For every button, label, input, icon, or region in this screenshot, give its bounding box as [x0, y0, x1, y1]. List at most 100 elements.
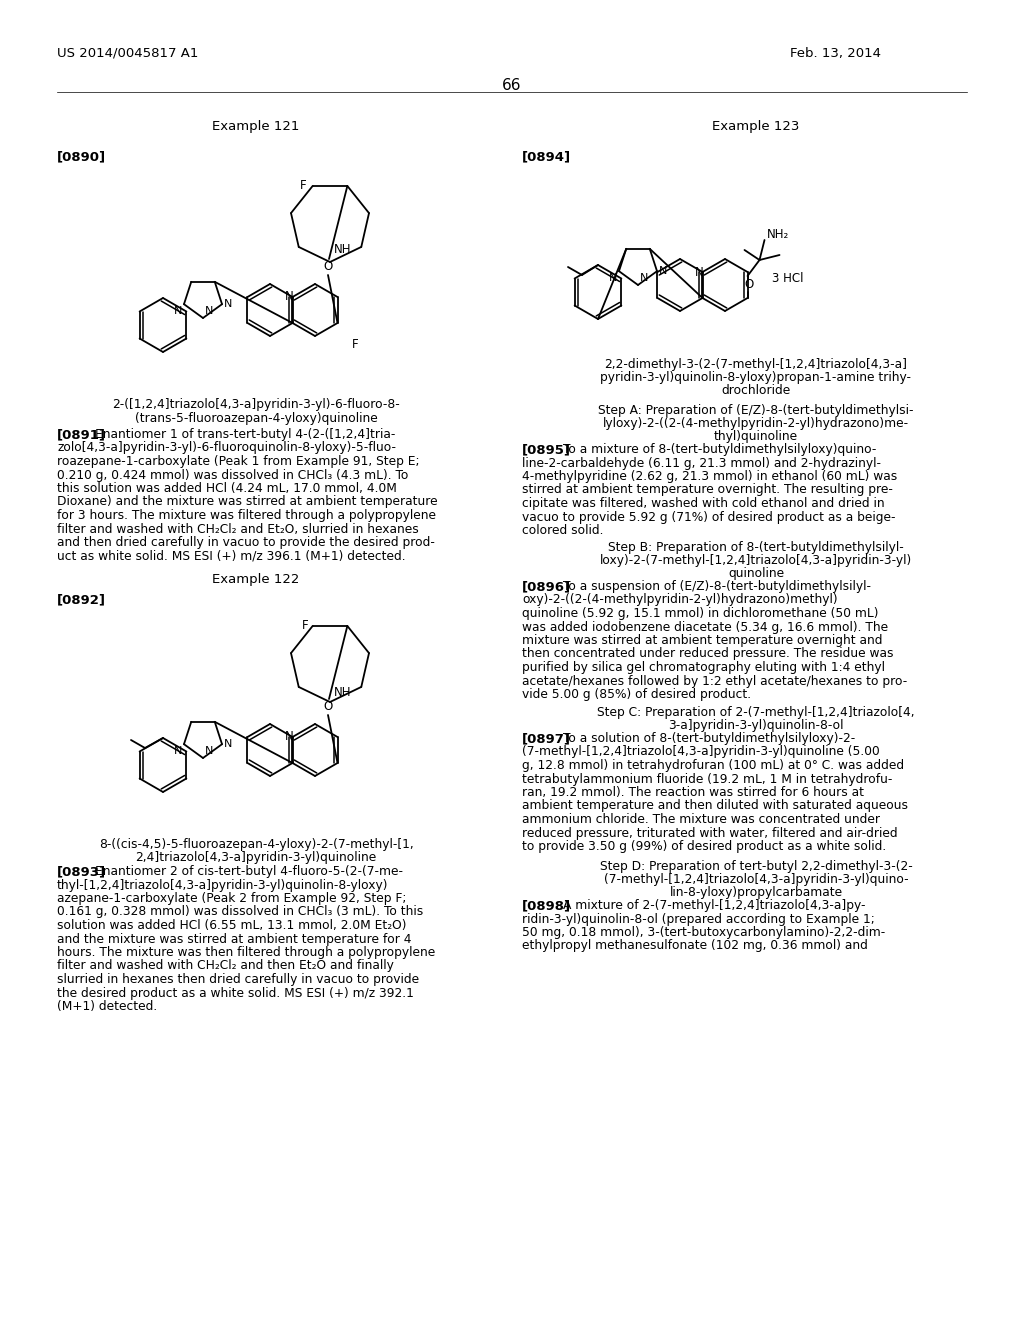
Text: NH: NH	[334, 686, 351, 700]
Text: 3 HCl: 3 HCl	[772, 272, 804, 285]
Text: N: N	[224, 739, 232, 750]
Text: N: N	[285, 730, 293, 743]
Text: 2,4]triazolo[4,3-a]pyridin-3-yl)quinoline: 2,4]triazolo[4,3-a]pyridin-3-yl)quinolin…	[135, 851, 377, 865]
Text: To a mixture of 8-(tert-butyldimethylsilyloxy)quino-: To a mixture of 8-(tert-butyldimethylsil…	[563, 444, 877, 455]
Text: [0898]: [0898]	[522, 899, 571, 912]
Text: O: O	[324, 260, 333, 273]
Text: Example 123: Example 123	[713, 120, 800, 133]
Text: ran, 19.2 mmol). The reaction was stirred for 6 hours at: ran, 19.2 mmol). The reaction was stirre…	[522, 785, 864, 799]
Text: N: N	[608, 273, 617, 284]
Text: tetrabutylammonium fluoride (19.2 mL, 1 M in tetrahydrofu-: tetrabutylammonium fluoride (19.2 mL, 1 …	[522, 772, 892, 785]
Text: colored solid.: colored solid.	[522, 524, 603, 537]
Text: quinoline: quinoline	[728, 568, 784, 579]
Text: 2,2-dimethyl-3-(2-(7-methyl-[1,2,4]triazolo[4,3-a]: 2,2-dimethyl-3-(2-(7-methyl-[1,2,4]triaz…	[604, 358, 907, 371]
Text: azepane-1-carboxylate (Peak 2 from Example 92, Step F;: azepane-1-carboxylate (Peak 2 from Examp…	[57, 892, 407, 906]
Text: (7-methyl-[1,2,4]triazolo[4,3-a]pyridin-3-yl)quinoline (5.00: (7-methyl-[1,2,4]triazolo[4,3-a]pyridin-…	[522, 746, 880, 759]
Text: (M+1) detected.: (M+1) detected.	[57, 1001, 158, 1012]
Text: Step A: Preparation of (E/Z)-8-(tert-butyldimethylsi-: Step A: Preparation of (E/Z)-8-(tert-but…	[598, 404, 913, 417]
Text: Dioxane) and the mixture was stirred at ambient temperature: Dioxane) and the mixture was stirred at …	[57, 495, 437, 508]
Text: lyloxy)-2-((2-(4-methylpyridin-2-yl)hydrazono)me-: lyloxy)-2-((2-(4-methylpyridin-2-yl)hydr…	[603, 417, 909, 430]
Text: N: N	[640, 273, 648, 282]
Text: filter and washed with CH₂Cl₂ and then Et₂O and finally: filter and washed with CH₂Cl₂ and then E…	[57, 960, 394, 973]
Text: cipitate was filtered, washed with cold ethanol and dried in: cipitate was filtered, washed with cold …	[522, 498, 885, 510]
Text: Example 121: Example 121	[212, 120, 300, 133]
Text: F: F	[300, 180, 306, 193]
Text: drochloride: drochloride	[721, 384, 791, 397]
Text: F: F	[302, 619, 308, 632]
Text: Enantiomer 2 of cis-tert-butyl 4-fluoro-5-(2-(7-me-: Enantiomer 2 of cis-tert-butyl 4-fluoro-…	[95, 865, 403, 878]
Text: thyl)quinoline: thyl)quinoline	[714, 430, 798, 444]
Text: was added iodobenzene diacetate (5.34 g, 16.6 mmol). The: was added iodobenzene diacetate (5.34 g,…	[522, 620, 888, 634]
Text: and then dried carefully in vacuo to provide the desired prod-: and then dried carefully in vacuo to pro…	[57, 536, 435, 549]
Text: and the mixture was stirred at ambient temperature for 4: and the mixture was stirred at ambient t…	[57, 932, 412, 945]
Text: [0895]: [0895]	[522, 444, 571, 455]
Text: N: N	[174, 306, 182, 317]
Text: F: F	[352, 338, 358, 351]
Text: [0897]: [0897]	[522, 733, 571, 744]
Text: [0892]: [0892]	[57, 593, 106, 606]
Text: lin-8-yloxy)propylcarbamate: lin-8-yloxy)propylcarbamate	[670, 886, 843, 899]
Text: g, 12.8 mmol) in tetrahydrofuran (100 mL) at 0° C. was added: g, 12.8 mmol) in tetrahydrofuran (100 mL…	[522, 759, 904, 772]
Text: zolo[4,3-a]pyridin-3-yl)-6-fluoroquinolin-8-yloxy)-5-fluo-: zolo[4,3-a]pyridin-3-yl)-6-fluoroquinoli…	[57, 441, 396, 454]
Text: loxy)-2-(7-methyl-[1,2,4]triazolo[4,3-a]pyridin-3-yl): loxy)-2-(7-methyl-[1,2,4]triazolo[4,3-a]…	[600, 554, 912, 568]
Text: ambient temperature and then diluted with saturated aqueous: ambient temperature and then diluted wit…	[522, 800, 908, 813]
Text: roazepane-1-carboxylate (Peak 1 from Example 91, Step E;: roazepane-1-carboxylate (Peak 1 from Exa…	[57, 455, 420, 469]
Text: slurried in hexanes then dried carefully in vacuo to provide: slurried in hexanes then dried carefully…	[57, 973, 419, 986]
Text: O: O	[324, 701, 333, 714]
Text: stirred at ambient temperature overnight. The resulting pre-: stirred at ambient temperature overnight…	[522, 483, 893, 496]
Text: [0891]: [0891]	[57, 428, 106, 441]
Text: filter and washed with CH₂Cl₂ and Et₂O, slurried in hexanes: filter and washed with CH₂Cl₂ and Et₂O, …	[57, 523, 419, 536]
Text: O: O	[743, 277, 753, 290]
Text: Step B: Preparation of 8-(tert-butyldimethylsilyl-: Step B: Preparation of 8-(tert-butyldime…	[608, 541, 904, 554]
Text: N: N	[205, 306, 213, 315]
Text: ridin-3-yl)quinolin-8-ol (prepared according to Example 1;: ridin-3-yl)quinolin-8-ol (prepared accor…	[522, 912, 874, 925]
Text: this solution was added HCl (4.24 mL, 17.0 mmol, 4.0M: this solution was added HCl (4.24 mL, 17…	[57, 482, 397, 495]
Text: Step C: Preparation of 2-(7-methyl-[1,2,4]triazolo[4,: Step C: Preparation of 2-(7-methyl-[1,2,…	[597, 706, 914, 719]
Text: 50 mg, 0.18 mmol), 3-(tert-butoxycarbonylamino)-2,2-dim-: 50 mg, 0.18 mmol), 3-(tert-butoxycarbony…	[522, 927, 886, 939]
Text: (trans-5-fluoroazepan-4-yloxy)quinoline: (trans-5-fluoroazepan-4-yloxy)quinoline	[134, 412, 378, 425]
Text: ethylpropyl methanesulfonate (102 mg, 0.36 mmol) and: ethylpropyl methanesulfonate (102 mg, 0.…	[522, 940, 868, 953]
Text: [0896]: [0896]	[522, 579, 571, 593]
Text: 4-methylpyridine (2.62 g, 21.3 mmol) in ethanol (60 mL) was: 4-methylpyridine (2.62 g, 21.3 mmol) in …	[522, 470, 897, 483]
Text: N: N	[659, 267, 668, 276]
Text: ammonium chloride. The mixture was concentrated under: ammonium chloride. The mixture was conce…	[522, 813, 880, 826]
Text: vacuo to provide 5.92 g (71%) of desired product as a beige-: vacuo to provide 5.92 g (71%) of desired…	[522, 511, 896, 524]
Text: [0893]: [0893]	[57, 865, 106, 878]
Text: hours. The mixture was then filtered through a polypropylene: hours. The mixture was then filtered thr…	[57, 946, 435, 960]
Text: 0.161 g, 0.328 mmol) was dissolved in CHCl₃ (3 mL). To this: 0.161 g, 0.328 mmol) was dissolved in CH…	[57, 906, 423, 919]
Text: US 2014/0045817 A1: US 2014/0045817 A1	[57, 48, 199, 59]
Text: oxy)-2-((2-(4-methylpyridin-2-yl)hydrazono)methyl): oxy)-2-((2-(4-methylpyridin-2-yl)hydrazo…	[522, 594, 838, 606]
Text: 3-a]pyridin-3-yl)quinolin-8-ol: 3-a]pyridin-3-yl)quinolin-8-ol	[669, 719, 844, 733]
Text: line-2-carbaldehyde (6.11 g, 21.3 mmol) and 2-hydrazinyl-: line-2-carbaldehyde (6.11 g, 21.3 mmol) …	[522, 457, 881, 470]
Text: N: N	[285, 290, 293, 304]
Text: NH: NH	[334, 243, 351, 256]
Text: To a suspension of (E/Z)-8-(tert-butyldimethylsilyl-: To a suspension of (E/Z)-8-(tert-butyldi…	[563, 579, 871, 593]
Text: 66: 66	[502, 78, 522, 92]
Text: thyl-[1,2,4]triazolo[4,3-a]pyridin-3-yl)quinolin-8-yloxy): thyl-[1,2,4]triazolo[4,3-a]pyridin-3-yl)…	[57, 879, 388, 891]
Text: Enantiomer 1 of trans-tert-butyl 4-(2-([1,2,4]tria-: Enantiomer 1 of trans-tert-butyl 4-(2-([…	[95, 428, 395, 441]
Text: N: N	[174, 746, 182, 756]
Text: 2-([1,2,4]triazolo[4,3-a]pyridin-3-yl)-6-fluoro-8-: 2-([1,2,4]triazolo[4,3-a]pyridin-3-yl)-6…	[112, 399, 400, 411]
Text: Feb. 13, 2014: Feb. 13, 2014	[790, 48, 881, 59]
Text: A mixture of 2-(7-methyl-[1,2,4]triazolo[4,3-a]py-: A mixture of 2-(7-methyl-[1,2,4]triazolo…	[563, 899, 865, 912]
Text: Step D: Preparation of tert-butyl 2,2-dimethyl-3-(2-: Step D: Preparation of tert-butyl 2,2-di…	[600, 861, 912, 873]
Text: uct as white solid. MS ESI (+) m/z 396.1 (M+1) detected.: uct as white solid. MS ESI (+) m/z 396.1…	[57, 549, 406, 562]
Text: To a solution of 8-(tert-butyldimethylsilyloxy)-2-: To a solution of 8-(tert-butyldimethylsi…	[563, 733, 855, 744]
Text: purified by silica gel chromatography eluting with 1:4 ethyl: purified by silica gel chromatography el…	[522, 661, 885, 675]
Text: then concentrated under reduced pressure. The residue was: then concentrated under reduced pressure…	[522, 648, 894, 660]
Text: mixture was stirred at ambient temperature overnight and: mixture was stirred at ambient temperatu…	[522, 634, 883, 647]
Text: vide 5.00 g (85%) of desired product.: vide 5.00 g (85%) of desired product.	[522, 688, 752, 701]
Text: reduced pressure, triturated with water, filtered and air-dried: reduced pressure, triturated with water,…	[522, 826, 898, 840]
Text: solution was added HCl (6.55 mL, 13.1 mmol, 2.0M Et₂O): solution was added HCl (6.55 mL, 13.1 mm…	[57, 919, 407, 932]
Text: 8-((cis-4,5)-5-fluoroazepan-4-yloxy)-2-(7-methyl-[1,: 8-((cis-4,5)-5-fluoroazepan-4-yloxy)-2-(…	[98, 838, 414, 851]
Text: N: N	[224, 300, 232, 309]
Text: N: N	[694, 265, 703, 279]
Text: NH₂: NH₂	[767, 227, 788, 240]
Text: N: N	[205, 746, 213, 756]
Text: 0.210 g, 0.424 mmol) was dissolved in CHCl₃ (4.3 mL). To: 0.210 g, 0.424 mmol) was dissolved in CH…	[57, 469, 409, 482]
Text: for 3 hours. The mixture was filtered through a polypropylene: for 3 hours. The mixture was filtered th…	[57, 510, 436, 521]
Text: [0890]: [0890]	[57, 150, 106, 162]
Text: pyridin-3-yl)quinolin-8-yloxy)propan-1-amine trihy-: pyridin-3-yl)quinolin-8-yloxy)propan-1-a…	[600, 371, 911, 384]
Text: Example 122: Example 122	[212, 573, 300, 586]
Text: acetate/hexanes followed by 1:2 ethyl acetate/hexanes to pro-: acetate/hexanes followed by 1:2 ethyl ac…	[522, 675, 907, 688]
